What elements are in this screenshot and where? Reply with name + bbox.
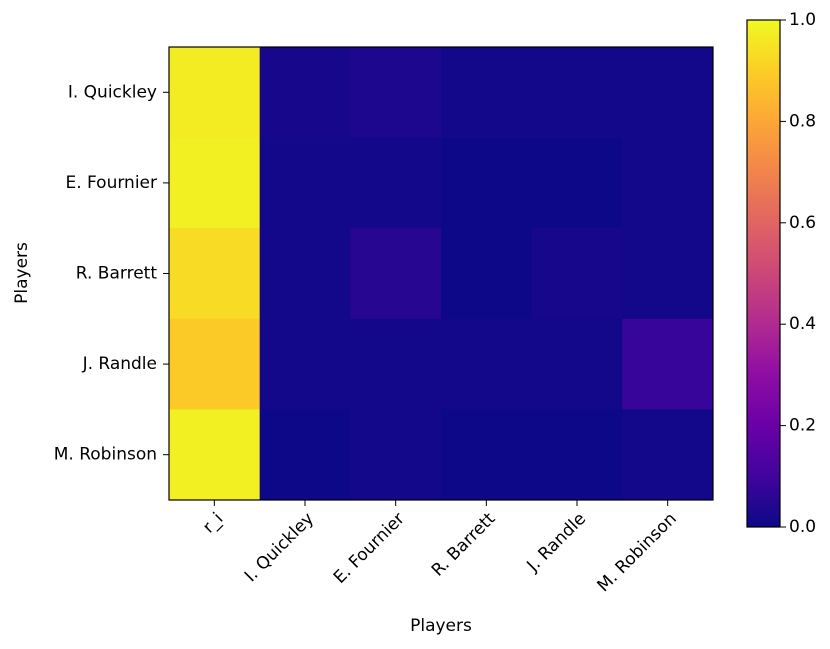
colorbar-tick-label: 0.0 [789, 517, 816, 537]
heatmap-cell [531, 318, 623, 410]
heatmap-cell [622, 409, 714, 501]
colorbar-tick-label: 0.4 [789, 314, 816, 334]
x-tick-label: R. Barrett [428, 509, 500, 581]
colorbar-tick-label: 0.2 [789, 416, 816, 436]
x-tick-label: I. Quickley [241, 509, 318, 586]
colorbar-tick-label: 1.0 [789, 10, 816, 30]
x-tick-label: E. Fournier [330, 509, 409, 588]
heatmap-cell [622, 47, 714, 139]
heatmap-cell [622, 137, 714, 229]
heatmap-cell [350, 409, 442, 501]
heatmap-cell [350, 318, 442, 410]
heatmap-cell [531, 137, 623, 229]
heatmap-cell [531, 409, 623, 501]
heatmap-cell [169, 47, 261, 139]
y-tick-label: J. Randle [82, 354, 157, 374]
heatmap-cell [350, 137, 442, 229]
heatmap-cell [350, 47, 442, 139]
heatmap-cell [350, 228, 442, 320]
x-tick-label: J. Randle [523, 509, 590, 576]
heatmap-cell [259, 137, 351, 229]
heatmap-cell [531, 228, 623, 320]
x-axis-label: Players [410, 616, 472, 636]
heatmap-cell [169, 137, 261, 229]
heatmap-cell [169, 409, 261, 501]
y-tick-label: I. Quickley [68, 82, 157, 102]
colorbar-tick-label: 0.8 [789, 111, 816, 131]
y-axis-label: Players [12, 242, 32, 304]
heatmap-cell [441, 47, 533, 139]
heatmap-cell [259, 409, 351, 501]
heatmap-cell [441, 409, 533, 501]
heatmap-cell [622, 228, 714, 320]
x-tick-label: M. Robinson [594, 509, 681, 596]
heatmap-cell [259, 47, 351, 139]
heatmap-cell [622, 318, 714, 410]
heatmap-cell [259, 318, 351, 410]
y-tick-label: R. Barrett [76, 264, 158, 284]
y-tick-label: M. Robinson [54, 445, 157, 465]
heatmap-cell [169, 228, 261, 320]
heatmap-cell [531, 47, 623, 139]
x-tick-label: r_i [199, 509, 227, 537]
colorbar [746, 19, 781, 528]
heatmap-cell [441, 137, 533, 229]
heatmap-cell [441, 318, 533, 410]
heatmap-cell [169, 318, 261, 410]
heatmap-cell [259, 228, 351, 320]
y-tick-label: E. Fournier [65, 173, 157, 193]
colorbar-tick-label: 0.6 [789, 213, 816, 233]
heatmap-cell [441, 228, 533, 320]
